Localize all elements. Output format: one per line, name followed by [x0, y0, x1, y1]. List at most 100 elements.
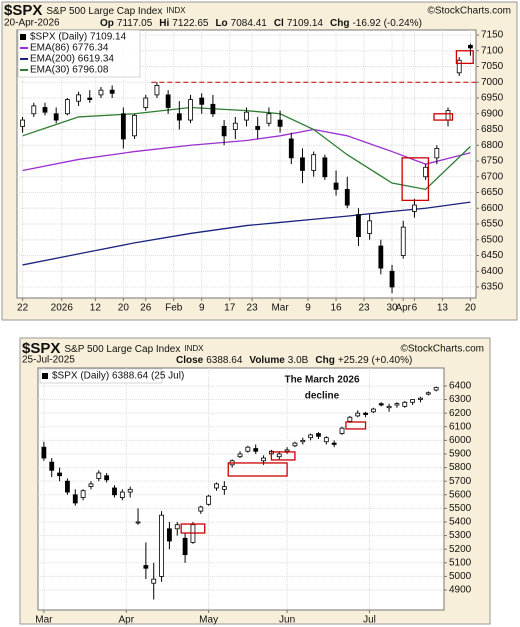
- candle-body: [363, 412, 368, 415]
- stat-value: 3.0B: [288, 355, 309, 366]
- candle-body: [76, 94, 81, 102]
- x-tick-label: Apr: [395, 303, 411, 314]
- y-tick-label: 5600: [449, 489, 472, 500]
- candle-body: [418, 397, 423, 400]
- stat: Hi 7122.65: [159, 18, 209, 29]
- x-tick-label: 23: [247, 303, 259, 314]
- candle-body: [255, 125, 261, 130]
- annotation: decline: [305, 391, 340, 402]
- highlight-box: [433, 113, 454, 121]
- candle-body: [456, 59, 462, 74]
- candle-body: [120, 113, 126, 140]
- stat-value: 6388.64: [206, 355, 243, 366]
- candle-body: [344, 188, 350, 206]
- y-tick-label: 5700: [449, 476, 472, 487]
- y-tick-label: 5100: [449, 557, 472, 568]
- y-tick-label: 5300: [449, 530, 472, 541]
- y-tick-label: 6550: [481, 219, 504, 230]
- y-tick-label: 6000: [449, 435, 472, 446]
- legend-label: $SPX (Daily) 6388.64 (25 Jul): [52, 371, 184, 382]
- candle-body: [300, 157, 305, 171]
- y-tick-label: 5800: [449, 462, 472, 473]
- y-tick-label: 6200: [449, 408, 472, 419]
- candle-body: [288, 138, 294, 159]
- candle-body: [356, 214, 361, 237]
- candle-body: [31, 105, 37, 115]
- x-tick-label: May: [199, 615, 218, 626]
- stat-value: 7084.41: [231, 18, 268, 29]
- x-tick-label: 6: [412, 303, 418, 314]
- y-tick-label: 7000: [481, 77, 504, 88]
- x-tick-label: 13: [437, 303, 449, 314]
- candle-body: [370, 408, 376, 413]
- y-tick-label: 6600: [481, 203, 504, 214]
- y-tick-label: 6350: [481, 282, 504, 293]
- subtitle: S&P 500 Large Cap Index: [46, 6, 162, 17]
- candle-body: [284, 449, 290, 452]
- stat-label: Volume: [249, 355, 285, 366]
- stat: Chg -16.92 (-0.24%): [330, 18, 422, 29]
- candle-body: [20, 119, 25, 127]
- candle-body: [72, 494, 78, 504]
- x-tick-label: 26: [140, 303, 152, 314]
- chart-title: $SPX: [22, 340, 60, 357]
- candle-body: [389, 270, 395, 288]
- candle-body: [98, 89, 104, 96]
- chart-title: $SPX: [4, 2, 42, 19]
- y-tick-label: 6900: [481, 108, 504, 119]
- highlight-box: [455, 50, 474, 65]
- candle-body: [425, 392, 431, 395]
- candle-body: [245, 446, 251, 452]
- x-tick-label: 17: [224, 303, 236, 314]
- candle-body: [394, 403, 400, 406]
- candle-body: [386, 405, 392, 409]
- y-tick-label: 6400: [481, 266, 504, 277]
- candle-body: [221, 125, 227, 137]
- candle-body: [143, 565, 149, 569]
- y-tick-label: 5200: [449, 544, 472, 555]
- candle-body: [109, 89, 115, 94]
- stat-label: Chg: [315, 355, 334, 366]
- candle-body: [311, 154, 317, 171]
- candle-body: [277, 119, 283, 127]
- candle-body: [300, 439, 306, 443]
- header: $SPX S&P 500 Large Cap Index INDX: [22, 340, 204, 357]
- candle-body: [135, 521, 141, 524]
- x-tick-label: Jul: [363, 615, 376, 626]
- x-tick-label: Apr: [118, 615, 134, 626]
- x-tick-label: Mar: [271, 303, 289, 314]
- legend-label: EMA(200) 6619.34: [30, 54, 114, 65]
- y-tick-label: 6400: [449, 381, 472, 392]
- plot-area: [37, 367, 445, 611]
- y-tick-label: 6750: [481, 156, 504, 167]
- stat: Chg +25.29 (+0.40%): [315, 355, 412, 366]
- y-tick-label: 4900: [449, 585, 472, 596]
- candle-body: [367, 220, 373, 234]
- x-tick-label: Feb: [165, 303, 183, 314]
- highlight-box: [401, 157, 430, 202]
- legend-swatch: [20, 34, 26, 40]
- candle-body: [151, 578, 157, 584]
- y-tick-label: 7100: [481, 45, 504, 56]
- candle-body: [433, 387, 439, 391]
- candle-body: [41, 446, 47, 459]
- candle-body: [174, 524, 180, 530]
- highlight-box: [270, 451, 296, 461]
- highlight-box: [345, 421, 367, 430]
- candle-body: [64, 99, 70, 115]
- legend-box: [17, 29, 141, 78]
- candle-body: [253, 448, 259, 452]
- candle-body: [188, 99, 193, 121]
- candle-body: [316, 433, 321, 437]
- stat-label: Op: [100, 18, 114, 29]
- x-tick-label: Mar: [35, 615, 53, 626]
- candle-body: [210, 103, 216, 115]
- candle-body: [165, 94, 171, 108]
- x-tick-label: 9: [305, 303, 311, 314]
- y-tick-label: 5000: [449, 571, 472, 582]
- stat-label: Cl: [274, 18, 284, 29]
- candle-body: [112, 487, 117, 496]
- x-tick-label: 23: [358, 303, 370, 314]
- legend-label: EMA(86) 6776.34: [30, 43, 109, 54]
- ema-line: [22, 201, 471, 266]
